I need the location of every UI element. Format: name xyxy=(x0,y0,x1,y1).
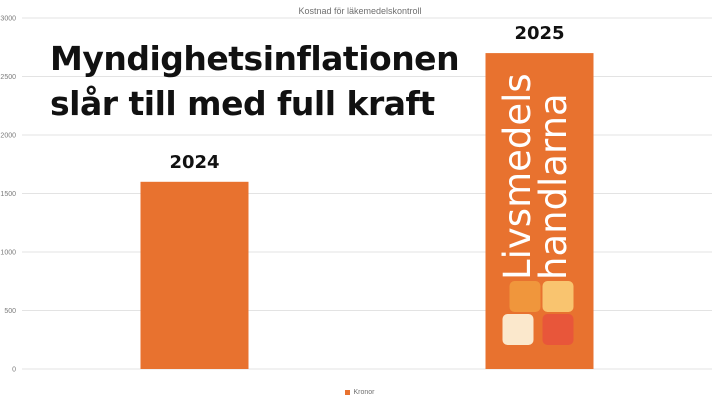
bar-label: 2024 xyxy=(169,152,219,173)
logo-tile xyxy=(502,314,534,345)
logo-text: Livsmedels handlarna xyxy=(496,73,575,280)
y-tick-label: 500 xyxy=(4,308,16,315)
legend-swatch xyxy=(345,390,351,395)
headline: Myndighetsinflationen slår till med full… xyxy=(50,36,460,126)
gridlines xyxy=(22,17,712,370)
y-tick-label: 2000 xyxy=(0,133,16,140)
legend: Kronor xyxy=(0,389,720,396)
chart-title: Kostnad för läkemedelskontroll xyxy=(298,6,422,16)
bar-label: 2025 xyxy=(514,23,564,44)
livsmedelshandlarna-logo: Livsmedels handlarna xyxy=(496,73,575,345)
y-axis-ticks: 0 500 1000 1500 2000 2500 3000 xyxy=(0,16,16,374)
y-tick-label: 1500 xyxy=(0,191,16,198)
logo-tiles xyxy=(502,281,574,345)
logo-tile xyxy=(542,314,574,345)
bar-2024 xyxy=(140,181,249,369)
y-tick-label: 3000 xyxy=(0,16,16,23)
logo-text-line2: handlarna xyxy=(532,93,575,280)
y-tick-label: 1000 xyxy=(0,250,16,257)
logo-text-line1: Livsmedels xyxy=(496,73,539,280)
bar-labels: 2024 2025 xyxy=(169,23,564,173)
logo-tile xyxy=(542,281,574,312)
logo-tile xyxy=(509,281,541,312)
headline-line1: Myndighetsinflationen xyxy=(50,39,460,78)
y-tick-label: 0 xyxy=(12,367,16,374)
y-tick-label: 2500 xyxy=(0,74,16,81)
headline-line2: slår till med full kraft xyxy=(50,84,435,123)
legend-label: Kronor xyxy=(353,389,375,396)
